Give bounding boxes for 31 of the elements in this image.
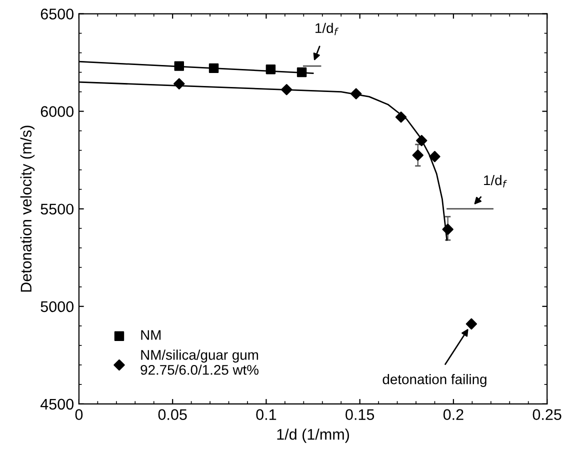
point [466,318,478,330]
point [442,224,454,235]
y-tick-label: 5500 [40,204,74,215]
y-tick-label: 4500 [40,398,74,410]
x-tick-label: 0.2 [443,409,464,420]
y-tick-label: 6000 [40,106,74,117]
x-tick-label: 0.1 [256,409,276,420]
point [395,112,407,123]
x-tick-label: 0.25 [532,409,562,420]
legend-label: NM [141,330,161,340]
y-tick-label: 6500 [40,8,74,20]
y-tick-label: 5000 [40,301,74,312]
point [416,134,428,146]
x-tick-label: 0.15 [346,409,374,420]
point [266,64,276,74]
x-tick-label: 0 [75,409,83,420]
point [281,84,292,96]
x-tick-label: 0.05 [158,409,187,420]
legend-label: NM/silica/guar gum 92.75/6.0/1.25 wt% [140,350,258,375]
point [412,150,424,161]
annotation: 1/d$_{f}$ [484,174,508,188]
annotation: detonation failing [382,374,486,387]
annotation: 1/d$_{f}$ [316,22,339,36]
point [429,150,440,162]
y-axis-title: Detonation velocity (m/s) [20,126,35,292]
point [296,67,307,78]
x-axis-title: 1/d (1/mm) [277,428,349,443]
point [174,61,184,71]
point [208,63,219,74]
point [174,78,185,90]
point [350,88,362,100]
